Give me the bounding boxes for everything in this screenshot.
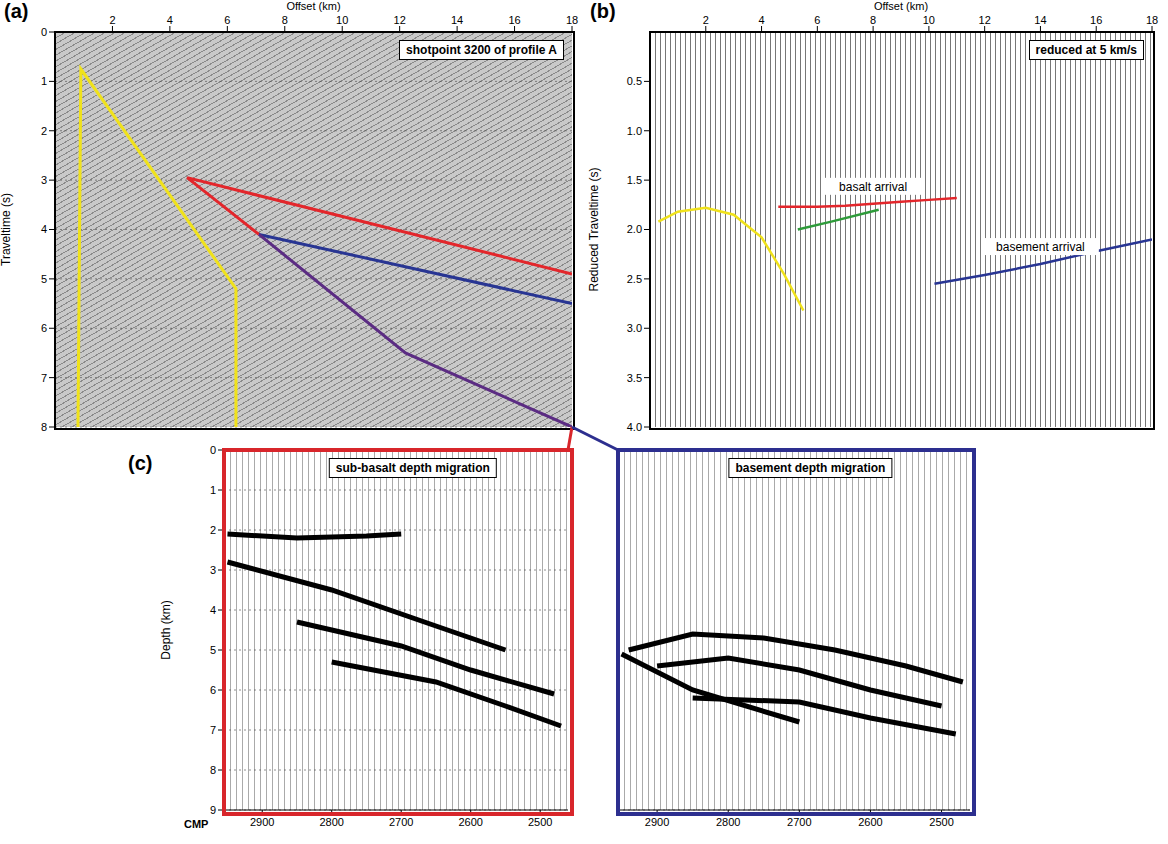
- svg-text:2900: 2900: [645, 816, 669, 828]
- svg-text:0: 0: [210, 444, 216, 456]
- svg-text:8: 8: [210, 764, 216, 776]
- svg-text:6: 6: [224, 14, 230, 26]
- html-text:sub-basalt depth migration: sub-basalt depth migration: [335, 461, 490, 475]
- svg-text:0: 0: [41, 26, 47, 38]
- svg-text:14: 14: [1034, 14, 1046, 26]
- svg-text:2700: 2700: [787, 816, 811, 828]
- svg-text:2: 2: [41, 125, 47, 137]
- svg-text:1.0: 1.0: [627, 125, 642, 137]
- svg-text:2: 2: [210, 524, 216, 536]
- svg-text:6: 6: [814, 14, 820, 26]
- svg-text:7: 7: [41, 372, 47, 384]
- svg-text:6: 6: [210, 684, 216, 696]
- svg-text:3: 3: [41, 174, 47, 186]
- html-text:(a): (a): [4, 0, 29, 22]
- svg-text:3.5: 3.5: [627, 372, 642, 384]
- svg-text:basement arrival: basement arrival: [996, 240, 1085, 254]
- svg-text:3: 3: [210, 564, 216, 576]
- svg-text:18: 18: [1146, 14, 1158, 26]
- html-text:basement depth migration: basement depth migration: [735, 461, 886, 475]
- svg-text:Reduced Traveltime (s): Reduced Traveltime (s): [588, 167, 601, 291]
- html-text:shotpoint 3200 of profile A: shotpoint 3200 of profile A: [406, 43, 557, 57]
- svg-text:6: 6: [41, 322, 47, 334]
- svg-text:2800: 2800: [319, 816, 343, 828]
- svg-text:10: 10: [336, 14, 348, 26]
- svg-text:2900: 2900: [250, 816, 274, 828]
- svg-text:2500: 2500: [929, 816, 953, 828]
- svg-text:2600: 2600: [858, 816, 882, 828]
- svg-text:2: 2: [703, 14, 709, 26]
- svg-text:2600: 2600: [458, 816, 482, 828]
- svg-text:0.5: 0.5: [627, 75, 642, 87]
- svg-text:2: 2: [109, 14, 115, 26]
- html-text:(c): (c): [128, 452, 153, 474]
- html-text:Offset (km): Offset (km): [286, 0, 341, 12]
- svg-text:9: 9: [210, 804, 216, 816]
- svg-text:2500: 2500: [528, 816, 552, 828]
- svg-text:5: 5: [41, 273, 47, 285]
- html-text:CMP: CMP: [184, 818, 209, 830]
- svg-text:16: 16: [1090, 14, 1102, 26]
- svg-text:8: 8: [282, 14, 288, 26]
- svg-text:2800: 2800: [716, 816, 740, 828]
- svg-text:Traveltime (s): Traveltime (s): [0, 193, 13, 266]
- svg-text:12: 12: [979, 14, 991, 26]
- svg-text:10: 10: [923, 14, 935, 26]
- html-text:(b): (b): [590, 0, 616, 22]
- svg-text:4: 4: [167, 14, 173, 26]
- svg-text:basalt arrival: basalt arrival: [839, 180, 907, 194]
- svg-text:4.0: 4.0: [627, 421, 642, 433]
- svg-text:Depth (km): Depth (km): [160, 600, 173, 659]
- html-text:reduced at 5 km/s: reduced at 5 km/s: [1035, 43, 1137, 57]
- svg-text:1: 1: [210, 484, 216, 496]
- svg-text:14: 14: [451, 14, 463, 26]
- svg-text:2.5: 2.5: [627, 273, 642, 285]
- svg-text:4: 4: [41, 223, 47, 235]
- svg-text:4: 4: [210, 604, 216, 616]
- svg-text:1: 1: [41, 75, 47, 87]
- svg-text:16: 16: [508, 14, 520, 26]
- svg-text:8: 8: [41, 421, 47, 433]
- svg-text:4: 4: [758, 14, 764, 26]
- svg-text:12: 12: [394, 14, 406, 26]
- svg-text:2.0: 2.0: [627, 223, 642, 235]
- svg-text:5: 5: [210, 644, 216, 656]
- svg-text:3.0: 3.0: [627, 322, 642, 334]
- html-text:Offset (km): Offset (km): [873, 0, 929, 12]
- svg-text:8: 8: [870, 14, 876, 26]
- svg-text:1.5: 1.5: [627, 174, 642, 186]
- svg-text:7: 7: [210, 724, 216, 736]
- svg-text:2700: 2700: [389, 816, 413, 828]
- svg-text:18: 18: [566, 14, 578, 26]
